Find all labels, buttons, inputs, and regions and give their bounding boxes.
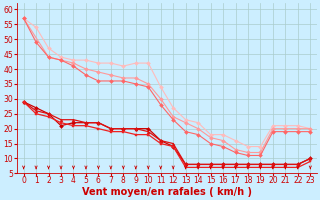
X-axis label: Vent moyen/en rafales ( km/h ): Vent moyen/en rafales ( km/h ) [82, 187, 252, 197]
